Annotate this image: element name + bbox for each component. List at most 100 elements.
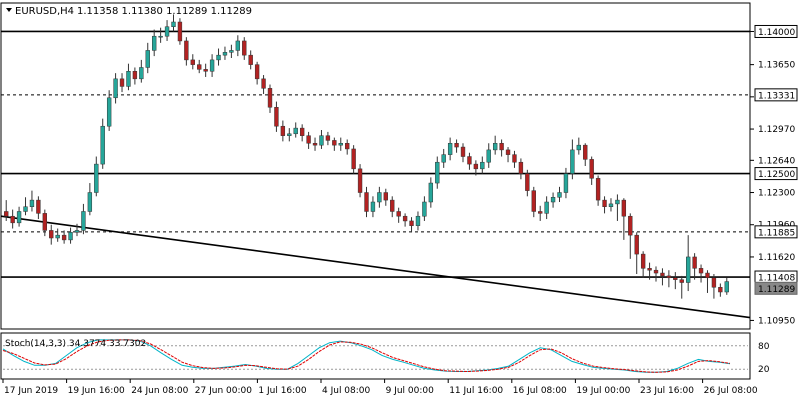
time-tick-label: 17 Jun 2019 (4, 386, 58, 396)
candle (345, 139, 350, 155)
stochastic-layer: 80 20 (2, 339, 770, 375)
time-tick-label: 24 Jun 08:00 (131, 386, 188, 396)
candle-body (550, 197, 556, 203)
candle (402, 213, 408, 227)
candle-body (377, 192, 382, 203)
candle-body (94, 163, 99, 193)
candle-body (81, 211, 86, 231)
candle-body (61, 234, 67, 241)
candle (171, 14, 176, 32)
time-tick-label: 26 Jul 08:00 (704, 386, 758, 396)
candle (666, 270, 672, 288)
candle-body (267, 88, 273, 108)
candle-body (634, 234, 639, 255)
candle (274, 101, 279, 132)
candles-layer (4, 14, 729, 299)
candle-body (390, 199, 395, 212)
candle-body (576, 144, 581, 151)
candle-body (145, 50, 150, 68)
ohlc-quote: 1.11358 1.11380 1.11289 1.11289 (77, 6, 252, 17)
candle-body (203, 69, 208, 72)
candle-body (711, 277, 717, 288)
candle (145, 42, 150, 74)
candle (589, 156, 594, 185)
candle-body (447, 143, 453, 155)
candle-body (126, 71, 131, 87)
candle-body (538, 211, 543, 214)
price-axis: 1.140001.136501.133101.129701.126401.123… (750, 24, 798, 326)
candle-body (686, 256, 691, 283)
candle-body (16, 211, 22, 224)
candle-body (492, 143, 498, 151)
candle (312, 137, 318, 151)
candle-body (139, 67, 144, 80)
price-tick-label: 1.13650 (758, 61, 795, 71)
candle-body (595, 178, 601, 201)
candle (383, 188, 388, 206)
candle-body (698, 268, 704, 274)
candle (190, 54, 195, 70)
candle-body (345, 143, 350, 150)
candle (518, 158, 524, 180)
candle (441, 148, 446, 168)
candle (467, 152, 472, 170)
candle (492, 135, 498, 155)
candle (261, 75, 266, 94)
candle-body (480, 161, 485, 170)
candle-body (525, 173, 530, 191)
time-axis: 17 Jun 2019 19 Jun 16:00 24 Jun 08:00 27 Ju… (2, 379, 758, 396)
levels-layer (1, 30, 750, 278)
candle-body (261, 78, 266, 89)
candle-body (351, 148, 356, 170)
level-price-box (754, 88, 798, 102)
candle-body (602, 199, 607, 207)
candle-body (42, 213, 47, 231)
candle-body (679, 279, 684, 283)
candle (711, 274, 717, 299)
candle-body (248, 54, 253, 65)
candle-body (718, 287, 723, 293)
time-tick-label: 4 Jul 08:00 (322, 386, 371, 396)
candle-body (570, 149, 575, 174)
candle-body (36, 199, 41, 214)
candle (460, 143, 466, 163)
candle-body (383, 192, 388, 201)
candle (505, 147, 511, 163)
candle-body (364, 192, 369, 212)
candle (454, 139, 459, 153)
candle (698, 264, 704, 283)
level-price-label: 1.13331 (758, 91, 795, 101)
candle (679, 275, 684, 299)
candle-body (325, 135, 331, 141)
candle (287, 128, 292, 142)
candle (177, 18, 183, 45)
level-price-box (754, 225, 798, 239)
candle (16, 206, 22, 227)
candle-body (692, 256, 697, 269)
candle-body (724, 281, 729, 293)
candle-body (222, 52, 228, 56)
candle (61, 230, 67, 244)
candle (435, 156, 440, 189)
candle-body (106, 97, 112, 127)
candle-body (673, 277, 678, 280)
level-price-label: 1.12500 (758, 170, 795, 180)
candle (576, 137, 581, 155)
candle (396, 207, 401, 223)
candle (126, 63, 131, 91)
candle-body (209, 59, 215, 72)
candle (332, 137, 337, 151)
candle-body (473, 163, 479, 170)
dropdown-triangle-icon[interactable] (6, 8, 12, 12)
candle-body (422, 201, 427, 217)
symbol-timeframe: EURUSD,H4 (15, 6, 74, 17)
trendline[interactable] (0, 215, 751, 319)
candle (119, 73, 125, 93)
candle (36, 196, 41, 220)
candle-body (402, 215, 408, 222)
candle (184, 37, 189, 66)
candle-body (177, 21, 183, 42)
candle (615, 194, 620, 221)
candle (94, 156, 99, 197)
candle-body (557, 192, 562, 198)
